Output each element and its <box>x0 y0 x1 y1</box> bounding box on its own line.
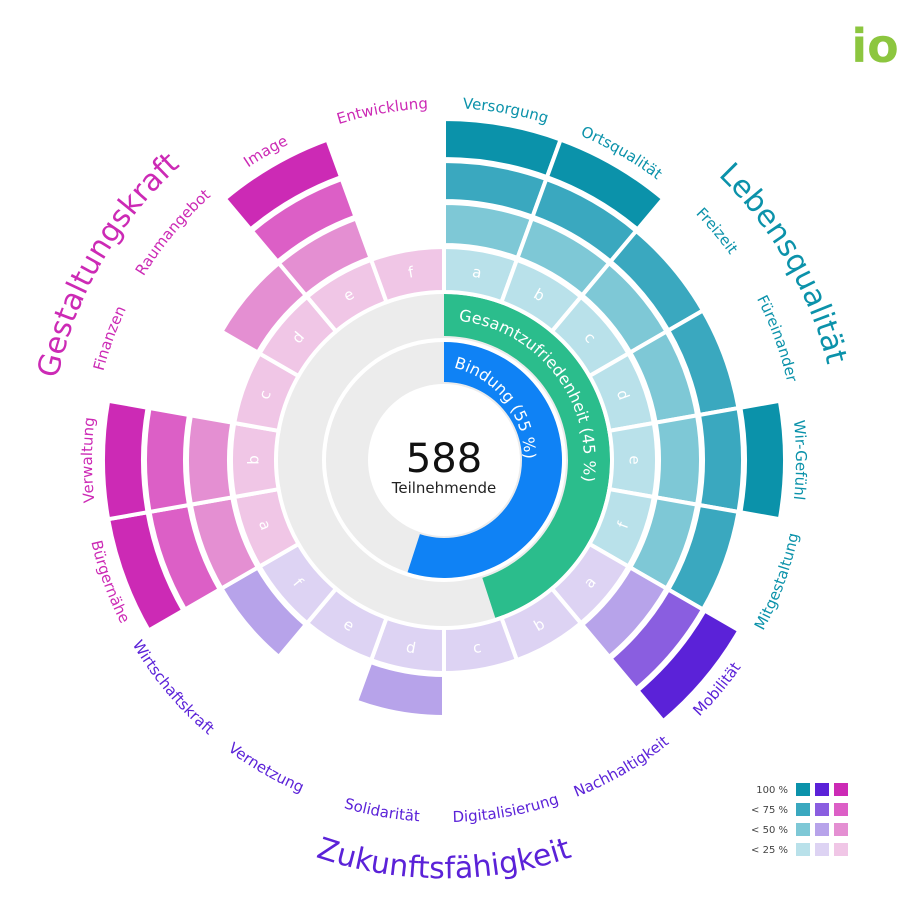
segment-mitgestaltung-letter: f <box>614 519 633 531</box>
logo: io <box>851 19 898 73</box>
label-mitgestaltung: Mitgestaltung <box>751 531 803 633</box>
segment-wir-gefühl-letter: e <box>626 455 644 464</box>
ring-0-arc <box>407 342 563 579</box>
segment-solidarität-letter: d <box>405 638 418 657</box>
ring-1-arc <box>444 294 610 618</box>
label-finanzen: Finanzen <box>90 303 130 372</box>
segment-image-level-4 <box>221 137 344 233</box>
segment-entwicklung-level-1 <box>368 244 446 305</box>
label-digitalisierung: Digitalisierung <box>452 790 561 826</box>
segment-verwaltung-level-3 <box>142 405 192 515</box>
legend-row-label: < 50 % <box>751 825 788 836</box>
legend-swatch <box>796 823 810 836</box>
legend-swatch <box>834 783 848 796</box>
segment-versorgung-letter: a <box>471 263 483 282</box>
segment-image-level-3 <box>248 176 358 265</box>
label-füreinander: Füreinander <box>753 292 801 384</box>
logo-text: io <box>851 19 898 73</box>
label-freizeit: Freizeit <box>693 204 742 257</box>
segment-mobilität-level-4 <box>634 607 743 725</box>
participant-count: 588 <box>406 436 482 482</box>
segment-verwaltung-letter: b <box>245 455 263 465</box>
label-wir-gefühl: Wir-Gefühl <box>790 419 810 501</box>
label-vernetzung: Vernetzung <box>225 739 307 797</box>
legend-swatch <box>796 843 810 856</box>
segment-entwicklung-letter: f <box>407 263 416 282</box>
legend-swatch <box>834 803 848 816</box>
legend-swatch <box>834 823 848 836</box>
segment-verwaltung-level-4 <box>101 398 150 522</box>
legend-row-label: < 25 % <box>751 845 788 856</box>
legend-swatch <box>815 843 829 856</box>
segment-wir-gefühl-level-4 <box>738 398 787 522</box>
label-verwaltung: Verwaltung <box>78 416 99 503</box>
center: 588 Teilnehmende <box>391 436 497 497</box>
legend-swatch <box>815 803 829 816</box>
segment-verwaltung-level-2 <box>185 413 235 507</box>
legend-swatch <box>815 783 829 796</box>
legend-swatch <box>796 803 810 816</box>
segment-wir-gefühl-level-2 <box>653 413 703 507</box>
legend-row-label: 100 % <box>756 785 788 796</box>
segment-digitalisierung-letter: c <box>471 638 482 657</box>
label-solidarität: Solidarität <box>342 794 420 825</box>
group-label-zukunftsfähigkeit: Zukunftsfähigkeit <box>313 831 575 886</box>
segment-mobilität-level-3 <box>607 586 706 692</box>
label-nachhaltigkeit: Nachhaltigkeit <box>571 732 672 801</box>
legend-swatch <box>796 783 810 796</box>
label-wirtschaftskraft: Wirtschaftskraft <box>129 637 218 738</box>
participant-label: Teilnehmende <box>391 479 497 497</box>
label-entwicklung: Entwicklung <box>335 94 429 128</box>
legend-row-label: < 75 % <box>751 805 788 816</box>
legend: 100 % < 75 % < 50 % < 25 % <box>751 783 848 856</box>
legend-swatch <box>834 843 848 856</box>
segment-wir-gefühl-level-3 <box>696 405 746 515</box>
legend-swatch <box>815 823 829 836</box>
